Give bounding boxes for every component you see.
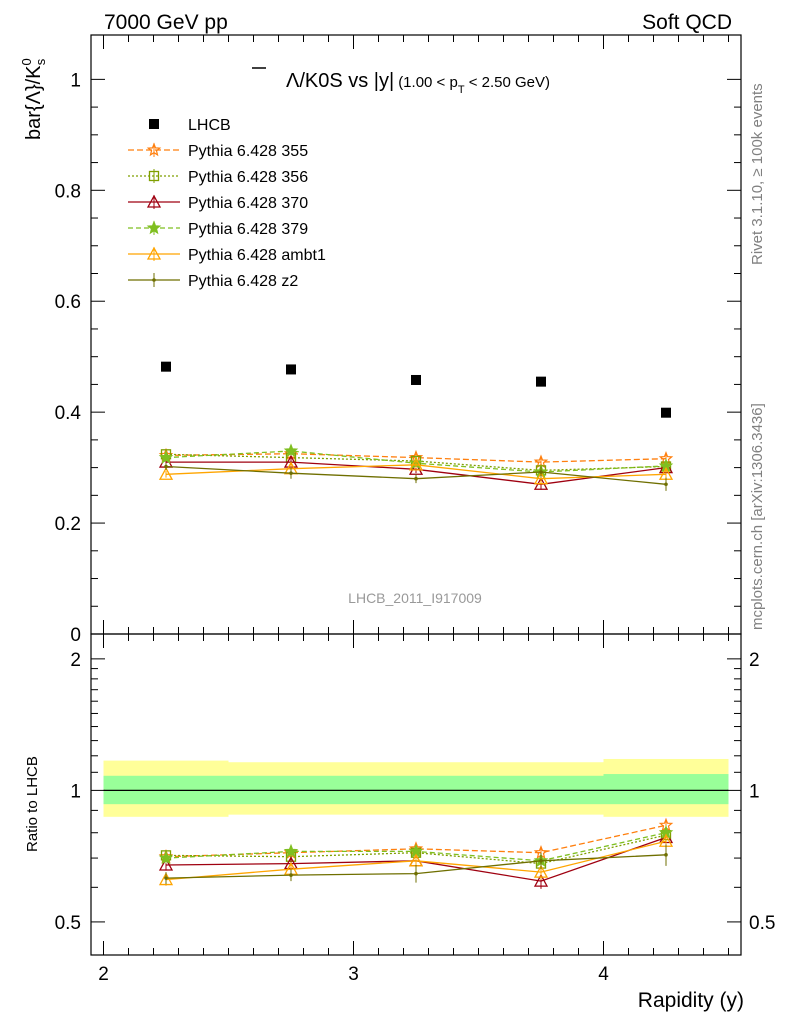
ratio-uncertainty-bands xyxy=(103,758,729,817)
data-point-z2 xyxy=(164,464,168,469)
y-tick-label-main: 0.2 xyxy=(55,514,81,535)
axes: 0 0.2 0.4 0.6 0.8 1 2 3 4 0.5 0.5 1 1 2 2 xyxy=(55,34,775,985)
legend-marker-p370 xyxy=(146,194,162,208)
y-tick-label-ratio-right: 1 xyxy=(749,781,760,802)
y-tick-label-main: 0.6 xyxy=(55,292,81,313)
y-tick-label-main: 0.8 xyxy=(55,181,81,202)
legend-marker-data xyxy=(149,119,159,129)
legend-item-data: LHCB xyxy=(149,117,231,134)
y-tick-label-ratio-right: 2 xyxy=(749,650,760,671)
data-point-ambt1 xyxy=(408,457,424,471)
legend-item-z2: Pythia 6.428 z2 xyxy=(128,273,298,290)
ratio-panel-frame xyxy=(90,633,742,956)
data-point-z2 xyxy=(664,482,668,487)
data-point-z2 xyxy=(539,470,543,474)
y-tick-label-main: 0 xyxy=(70,625,81,646)
title-rest: /K0S vs |y| xyxy=(299,70,394,92)
legend-item-p356: Pythia 6.428 356 xyxy=(128,169,308,186)
title-range-sub: T xyxy=(458,84,465,96)
side-text-rivet: Rivet 3.1.10, ≥ 100k events xyxy=(749,83,766,265)
data-point-p370 xyxy=(158,857,174,871)
y-tick-label-ratio: 2 xyxy=(70,650,81,671)
data-point-z2 xyxy=(414,871,418,876)
legend-item-p355: Pythia 6.428 355 xyxy=(128,142,308,160)
legend-marker-z2 xyxy=(152,278,156,282)
data-point-z2 xyxy=(414,476,418,481)
legend-item-ambt1: Pythia 6.428 ambt1 xyxy=(128,246,326,264)
y-label-sup: 0 xyxy=(19,58,34,65)
series-z2 xyxy=(164,844,668,885)
legend-label-z2: Pythia 6.428 z2 xyxy=(188,273,298,290)
data-point-p379 xyxy=(158,850,174,865)
data-point-data xyxy=(161,361,171,372)
series-line-p356 xyxy=(165,453,667,472)
main-panel-series xyxy=(158,361,674,491)
series-line-p355 xyxy=(165,453,667,463)
legend-item-p370: Pythia 6.428 370 xyxy=(128,194,308,212)
x-axis-label: Rapidity (y) xyxy=(638,989,744,1012)
header-right: Soft QCD xyxy=(642,11,732,34)
analysis-watermark: LHCB_2011_I917009 xyxy=(348,590,482,606)
data-point-data xyxy=(411,374,421,385)
header-left: 7000 GeV pp xyxy=(104,11,228,34)
y-axis-label-top: bar{Λ}/K0s xyxy=(19,58,48,140)
legend-label-ambt1: Pythia 6.428 ambt1 xyxy=(188,247,326,264)
data-point-p370 xyxy=(533,873,549,887)
legend-marker-p379 xyxy=(146,220,162,235)
data-point-ambt1 xyxy=(533,864,549,878)
data-point-z2 xyxy=(289,873,293,877)
title-lambda: Λ xyxy=(286,70,300,92)
y-axis-label-ratio: Ratio to LHCB xyxy=(24,756,41,852)
legend-marker-ambt1 xyxy=(146,246,162,260)
data-point-z2 xyxy=(164,876,168,880)
legend: LHCB Pythia 6.428 355 Pythia 6.428 356 Pyth… xyxy=(128,117,326,290)
data-point-z2 xyxy=(539,858,543,863)
y-tick-label-main: 0.4 xyxy=(55,403,82,424)
plot-title: Λ/K0S vs |y| (1.00 < pT < 2.50 GeV) xyxy=(286,70,550,96)
side-text-mcplots: mcplots.cern.ch [arXiv:1306.3436] xyxy=(749,403,766,630)
title-range-suffix: < 2.50 GeV) xyxy=(465,74,550,91)
title-range-prefix: (1.00 < p xyxy=(398,74,458,91)
y-label-base: bar{Λ}/K xyxy=(23,65,45,140)
legend-marker-p355 xyxy=(146,142,162,157)
y-tick-label-ratio: 1 xyxy=(70,781,81,802)
data-point-data xyxy=(536,376,546,387)
legend-label-p379: Pythia 6.428 379 xyxy=(188,221,308,238)
data-point-ambt1 xyxy=(158,466,174,480)
ratio-band-inner xyxy=(603,774,729,805)
x-tick-label: 4 xyxy=(598,964,609,985)
y-tick-label-ratio-right: 0.5 xyxy=(749,913,775,934)
data-point-ambt1 xyxy=(533,471,549,485)
legend-marker-p356 xyxy=(148,170,160,182)
y-tick-label-main: 1 xyxy=(70,70,81,91)
x-tick-label: 3 xyxy=(348,964,359,985)
data-point-ambt1 xyxy=(158,872,174,886)
data-point-p379 xyxy=(158,449,174,464)
ratio-panel-series xyxy=(158,817,674,889)
legend-item-p379: Pythia 6.428 379 xyxy=(128,220,308,238)
data-point-z2 xyxy=(289,471,293,475)
legend-label-p355: Pythia 6.428 355 xyxy=(188,143,308,160)
y-tick-label-ratio: 0.5 xyxy=(55,913,81,934)
x-tick-label: 2 xyxy=(98,964,109,985)
legend-label-data: LHCB xyxy=(188,117,231,134)
y-label-sub: s xyxy=(33,58,48,65)
data-point-data xyxy=(286,364,296,375)
data-point-p379 xyxy=(283,843,299,858)
series-z2 xyxy=(164,463,668,491)
data-point-p379 xyxy=(283,443,299,458)
legend-label-p356: Pythia 6.428 356 xyxy=(188,169,308,186)
legend-label-p370: Pythia 6.428 370 xyxy=(188,195,308,212)
series-data xyxy=(161,361,671,418)
data-point-z2 xyxy=(664,853,668,857)
data-point-data xyxy=(661,407,671,418)
